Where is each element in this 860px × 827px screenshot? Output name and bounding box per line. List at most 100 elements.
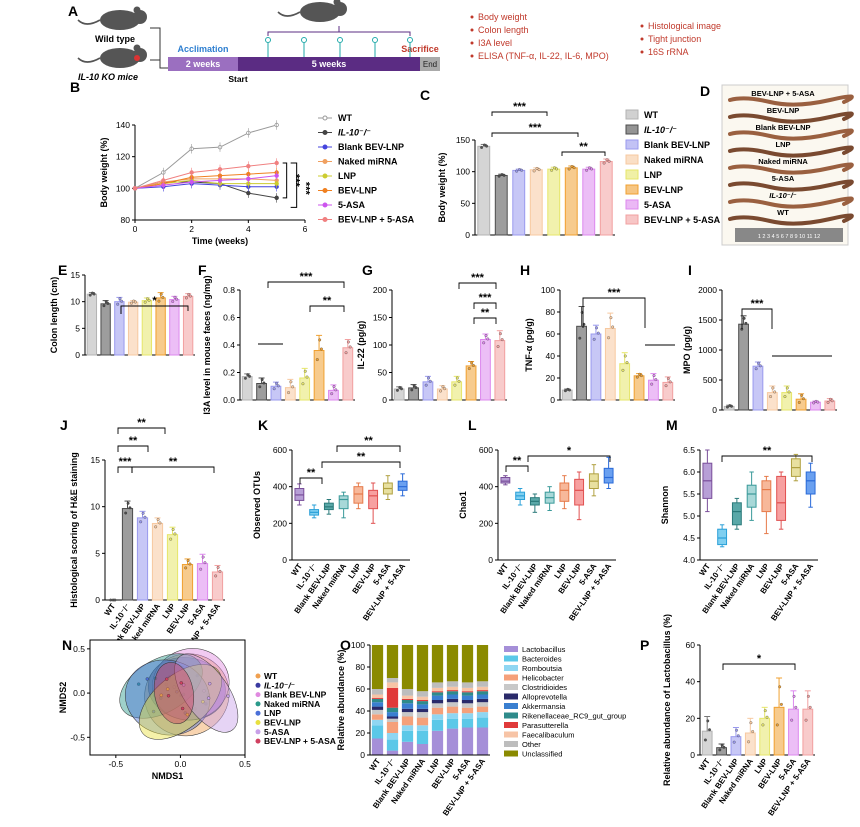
label-ko-mice: IL-10 KO mice [78,72,138,82]
y-tick-label: 500 [703,375,717,385]
legend-entry: IL-10⁻/⁻ [264,680,295,690]
bar-0 [477,145,491,236]
bar-4 [299,377,311,401]
significance-label: * [567,445,572,457]
legend-entry: Blank BEV-LNP [338,142,404,152]
legend-entry: LNP [644,170,662,180]
y-tick-label: 60 [686,640,696,650]
legend-swatch [504,655,518,662]
bar-5 [181,564,194,601]
stack-segment [446,698,459,703]
significance-label: *** [608,287,622,299]
bar-5 [633,375,645,401]
readout-0: Body weight [478,12,528,22]
legend-entry: LNP [338,171,356,181]
y-tick-label: 0 [712,405,717,415]
panel-label-g: G [362,262,373,278]
stack-segment [476,727,489,755]
panel-label-n: N [62,637,72,653]
bar-3 [151,522,164,601]
colon-specimen [728,162,854,175]
bar-3 [604,328,616,401]
stack-segment [446,681,459,687]
legend-swatch [625,124,639,135]
stack-segment [416,701,429,705]
stack-segment [371,697,384,699]
significance-label: *** [300,271,314,283]
significance-label: *** [513,101,527,113]
legend-swatch [625,109,639,120]
y-tick-label: 100 [541,285,555,295]
chart-h-tnf: 0 20 40 60 80 100 TNF-α (pg/g) H *** [520,262,675,405]
stack-segment [371,689,384,695]
stack-segment [476,717,489,728]
x-axis-label: NMDS1 [152,771,184,781]
panel-label-l: L [468,417,477,433]
y-tick-label: 100 [456,167,470,177]
stack-segment [476,691,489,695]
stack-segment [446,706,459,714]
legend-swatch [504,712,518,719]
bar-4 [141,300,153,356]
panel-a: A Wild type IL-10 KO mice 2 weeks 5 weeks End… [68,0,721,84]
y-tick-label: 4.0 [683,555,695,565]
label-5-weeks: 5 weeks [312,59,347,69]
y-axis-label: Chao1 [458,491,468,519]
x-tick-label: 0 [133,224,138,234]
x-tick-label: 0.0 [175,759,187,769]
stack-segment [371,719,384,726]
bar-3 [436,388,448,401]
panel-label-h: H [520,262,530,278]
stack-segment [431,707,444,715]
stack-segment [371,698,384,703]
y-tick-label: 5.5 [683,489,695,499]
box-4 [761,480,772,513]
colon-specimen [728,128,854,141]
stack-segment [461,727,474,755]
bar-2 [136,517,149,601]
y-tick-label: 6.0 [683,467,695,477]
mouse-wild-type-icon [77,6,147,30]
legend-entry: 5-ASA [338,200,366,210]
y-axis-label: NMDS2 [58,682,68,714]
significance-label: ** [513,455,522,467]
y-tick-label: 150 [373,313,387,323]
bar-0 [241,376,253,401]
bar-1 [100,303,111,356]
colon-label: BEV-LNP + 5-ASA [751,89,815,98]
legend-swatch [625,139,639,150]
stack-segment [446,690,459,692]
legend-entry: Lactobacillus [522,645,566,654]
stack-segment [431,730,444,755]
stack-segment [476,706,489,713]
ellipse-5 [138,664,222,740]
series-line-7 [134,162,277,189]
bar-4 [781,392,793,411]
colon-specimen [728,213,854,226]
bar-6 [810,401,821,411]
y-tick-label: 0 [690,750,695,760]
panel-label-a: A [68,3,78,19]
stack-segment [371,709,384,715]
stack-segment [386,678,399,683]
significance-label: *** [290,174,302,188]
y-tick-label: 2000 [698,285,717,295]
y-tick-label: 120 [116,152,130,162]
legend-swatch [625,214,639,225]
stack-segment [461,695,474,700]
y-tick-label: -0.5 [70,732,85,742]
panel-label-k: K [258,417,268,433]
y-tick-label: 600 [479,445,493,455]
chart-p-lactobacillus: 0 20 40 60 Relative abundance of Lactobacill… [640,614,815,818]
box-0 [500,477,511,484]
stack-segment [461,682,474,688]
colon-label: WT [777,208,789,217]
bar-3 [127,301,139,356]
box-3 [338,495,349,510]
stack-segment [401,703,414,709]
legend-entry: WT [264,671,278,681]
x-tick-label: -0.5 [109,759,124,769]
y-axis-label: Body weight (%) [99,138,109,208]
